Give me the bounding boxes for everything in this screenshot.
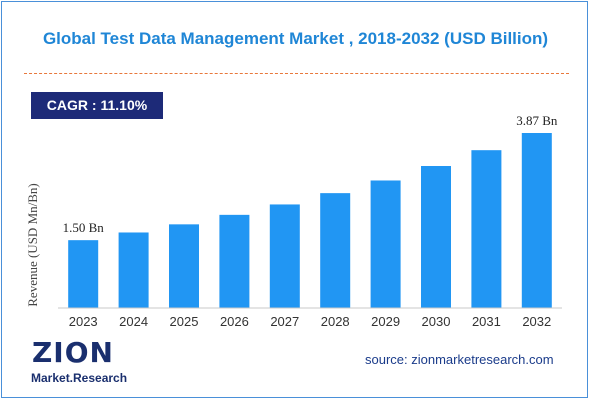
bar-2029 [370, 180, 401, 308]
dashed-divider [24, 73, 569, 74]
data-label-2032: 3.87 Bn [516, 113, 558, 128]
logo-main-text: ZION [32, 336, 114, 369]
source-note: source: zionmarketresearch.com [365, 352, 554, 367]
bar-2030 [421, 166, 451, 308]
x-tick-label-2031: 2031 [472, 314, 501, 329]
y-axis-label: Revenue (USD Mn/Bn) [25, 183, 40, 307]
cagr-badge: CAGR : 11.10% [31, 92, 163, 119]
x-tick-label-2030: 2030 [422, 314, 451, 329]
x-tick-label-2026: 2026 [220, 314, 249, 329]
data-label-2023: 1.50 Bn [63, 220, 105, 235]
x-tick-label-2032: 2032 [522, 314, 551, 329]
x-tick-label-2028: 2028 [321, 314, 350, 329]
cagr-value: 11.10% [100, 97, 148, 113]
bar-2023 [68, 240, 99, 308]
x-tick-label-2024: 2024 [119, 314, 148, 329]
bar-2031 [471, 150, 502, 308]
chart-title: Global Test Data Management Market , 201… [42, 29, 549, 48]
logo-sub-text: Market.Research [31, 371, 128, 385]
x-tick-label-2027: 2027 [270, 314, 299, 329]
bar-2027 [269, 204, 300, 308]
data-labels: 1.50 Bn 3.87 Bn [63, 113, 558, 235]
x-tick-labels: 2023 2024 2025 2026 2027 2028 2029 2030 2031 2032 [69, 314, 552, 329]
bar-2025 [169, 224, 199, 308]
bar-2026 [219, 214, 250, 308]
x-tick-label-2025: 2025 [170, 314, 199, 329]
bars-group [68, 133, 552, 308]
bar-2024 [118, 232, 149, 308]
x-tick-label-2023: 2023 [69, 314, 98, 329]
zion-logo: ZION Market.Research [30, 336, 140, 390]
bar-2032 [521, 133, 552, 308]
cagr-label: CAGR : [46, 97, 97, 113]
bar-2028 [320, 193, 351, 308]
x-tick-label-2029: 2029 [371, 314, 400, 329]
